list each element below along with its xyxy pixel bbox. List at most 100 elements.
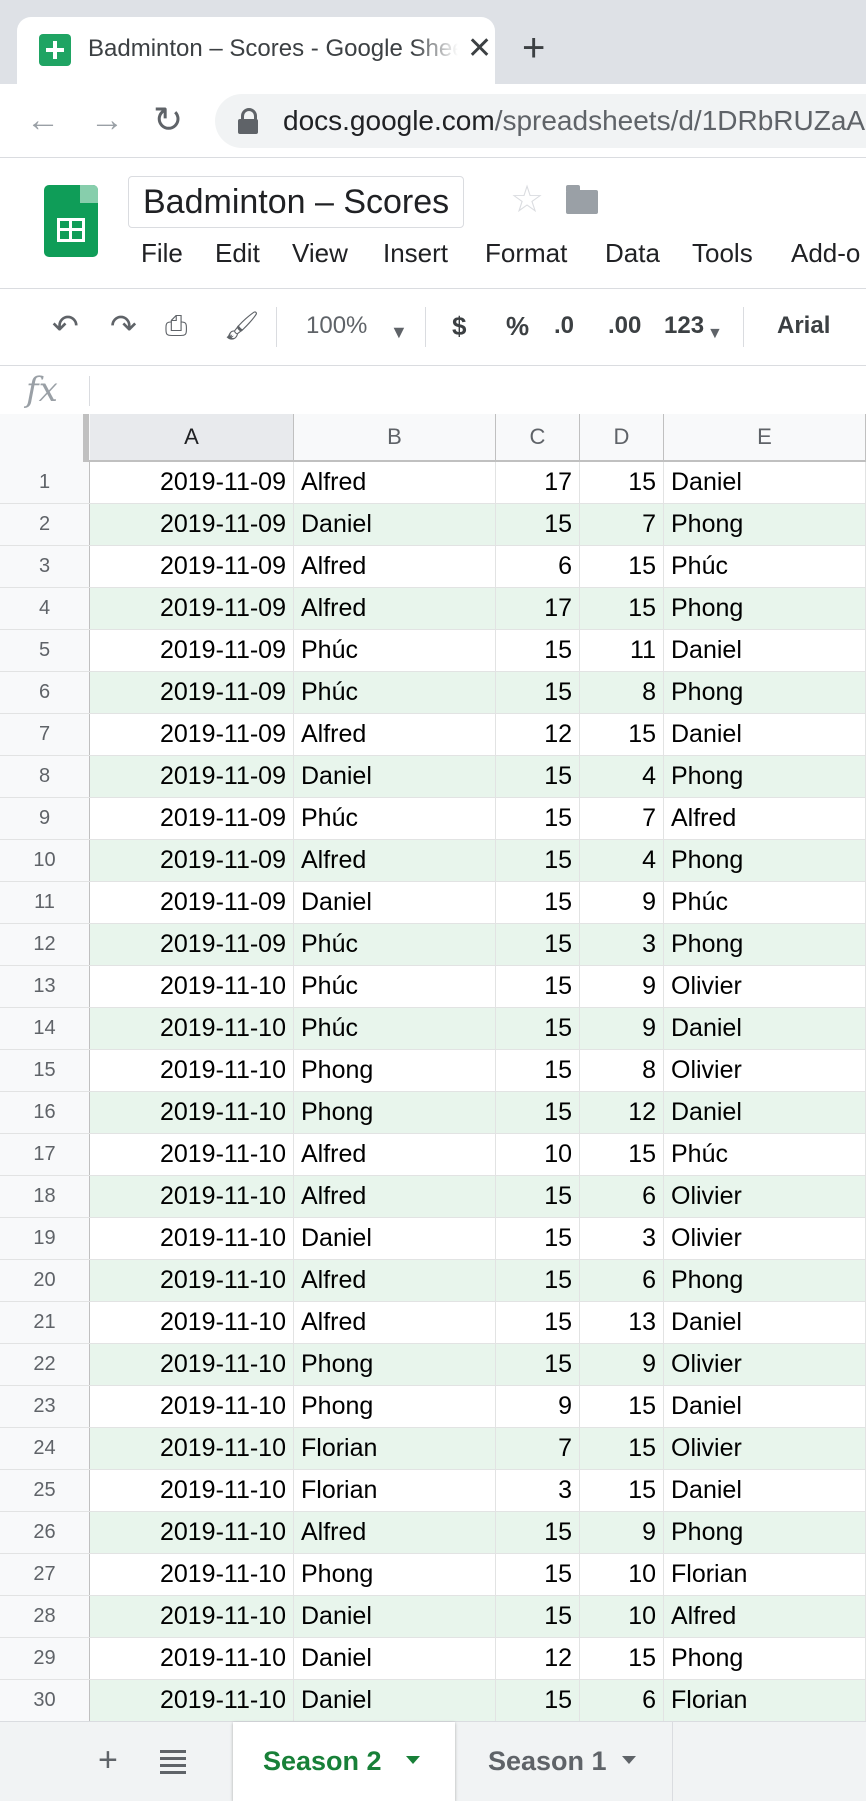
cell-score[interactable]: 15 — [580, 714, 664, 755]
cell-opponent[interactable]: Olivier — [664, 1176, 866, 1217]
cell-score[interactable]: 12 — [580, 1092, 664, 1133]
cell-player[interactable]: Daniel — [294, 882, 496, 923]
row-header[interactable]: 15 — [0, 1050, 90, 1091]
row-header[interactable]: 22 — [0, 1344, 90, 1385]
cell-player[interactable]: Daniel — [294, 1596, 496, 1637]
sheet-tab-season-2[interactable]: Season 2 — [233, 1722, 455, 1801]
cell-opponent[interactable]: Phong — [664, 1638, 866, 1679]
cell-player[interactable]: Phúc — [294, 1008, 496, 1049]
cell-player[interactable]: Alfred — [294, 462, 496, 503]
cell-date[interactable]: 2019-11-10 — [90, 1008, 294, 1049]
star-icon[interactable]: ☆ — [510, 179, 545, 221]
cell-opponent[interactable]: Phúc — [664, 546, 866, 587]
row-header[interactable]: 4 — [0, 588, 90, 629]
cell-date[interactable]: 2019-11-10 — [90, 1428, 294, 1469]
spreadsheet-grid[interactable]: A B C D E 1 2019-11-09 Alfred 17 15 Daniel 2 20… — [0, 414, 866, 1721]
cell-score[interactable]: 15 — [496, 504, 580, 545]
column-header-c[interactable]: C — [496, 414, 580, 460]
menu-addons[interactable]: Add-o — [791, 238, 861, 268]
cell-date[interactable]: 2019-11-09 — [90, 756, 294, 797]
cell-opponent[interactable]: Daniel — [664, 1092, 866, 1133]
row-header[interactable]: 28 — [0, 1596, 90, 1637]
font-select[interactable]: Arial — [777, 312, 831, 339]
row-header[interactable]: 30 — [0, 1680, 90, 1721]
currency-format-button[interactable]: $ — [452, 311, 467, 341]
new-tab-icon[interactable]: + — [522, 26, 546, 70]
cell-score[interactable]: 4 — [580, 756, 664, 797]
cell-score[interactable]: 9 — [496, 1386, 580, 1427]
cell-score[interactable]: 10 — [580, 1554, 664, 1595]
cell-player[interactable]: Phúc — [294, 672, 496, 713]
menu-format[interactable]: Format — [485, 238, 568, 268]
cell-score[interactable]: 9 — [580, 1512, 664, 1553]
cell-score[interactable]: 17 — [496, 588, 580, 629]
cell-date[interactable]: 2019-11-09 — [90, 882, 294, 923]
cell-opponent[interactable]: Phong — [664, 756, 866, 797]
cell-date[interactable]: 2019-11-09 — [90, 630, 294, 671]
menu-data[interactable]: Data — [605, 238, 660, 268]
cell-opponent[interactable]: Florian — [664, 1554, 866, 1595]
cell-score[interactable]: 6 — [580, 1260, 664, 1301]
row-header[interactable]: 10 — [0, 840, 90, 881]
cell-score[interactable]: 11 — [580, 630, 664, 671]
row-header[interactable]: 5 — [0, 630, 90, 671]
cell-score[interactable]: 3 — [580, 1218, 664, 1259]
cell-opponent[interactable]: Phong — [664, 672, 866, 713]
cell-score[interactable]: 15 — [496, 1092, 580, 1133]
cell-score[interactable]: 15 — [496, 1680, 580, 1721]
cell-score[interactable]: 15 — [496, 1554, 580, 1595]
cell-score[interactable]: 15 — [580, 462, 664, 503]
close-tab-icon[interactable]: ✕ — [467, 32, 493, 65]
cell-player[interactable]: Phong — [294, 1092, 496, 1133]
row-header[interactable]: 21 — [0, 1302, 90, 1343]
row-header[interactable]: 29 — [0, 1638, 90, 1679]
cell-player[interactable]: Florian — [294, 1470, 496, 1511]
cell-date[interactable]: 2019-11-09 — [90, 924, 294, 965]
cell-score[interactable]: 15 — [496, 1050, 580, 1091]
cell-score[interactable]: 9 — [580, 1344, 664, 1385]
row-header[interactable]: 9 — [0, 798, 90, 839]
zoom-select[interactable]: 100% — [306, 312, 368, 339]
cell-score[interactable]: 15 — [496, 1260, 580, 1301]
cell-score[interactable]: 15 — [496, 1512, 580, 1553]
row-header[interactable]: 18 — [0, 1176, 90, 1217]
cell-player[interactable]: Daniel — [294, 1680, 496, 1721]
cell-score[interactable]: 6 — [580, 1680, 664, 1721]
row-header[interactable]: 11 — [0, 882, 90, 923]
decrease-decimals-button[interactable]: .0 — [554, 312, 575, 339]
column-header-a[interactable]: A — [90, 414, 294, 460]
cell-opponent[interactable]: Phong — [664, 1512, 866, 1553]
cell-player[interactable]: Alfred — [294, 840, 496, 881]
cell-player[interactable]: Alfred — [294, 1134, 496, 1175]
row-header[interactable]: 26 — [0, 1512, 90, 1553]
row-header[interactable]: 25 — [0, 1470, 90, 1511]
cell-player[interactable]: Daniel — [294, 1218, 496, 1259]
cell-score[interactable]: 10 — [496, 1134, 580, 1175]
cell-opponent[interactable]: Olivier — [664, 1428, 866, 1469]
cell-player[interactable]: Alfred — [294, 1176, 496, 1217]
cell-score[interactable]: 12 — [496, 1638, 580, 1679]
cell-score[interactable]: 15 — [496, 798, 580, 839]
cell-score[interactable]: 15 — [580, 1428, 664, 1469]
cell-score[interactable]: 15 — [496, 924, 580, 965]
cell-date[interactable]: 2019-11-10 — [90, 1134, 294, 1175]
cell-score[interactable]: 15 — [580, 1386, 664, 1427]
column-header-d[interactable]: D — [580, 414, 664, 460]
sheet-tab-season-1[interactable]: Season 1 — [458, 1722, 673, 1801]
cell-score[interactable]: 8 — [580, 672, 664, 713]
row-header[interactable]: 3 — [0, 546, 90, 587]
menu-tools[interactable]: Tools — [692, 238, 753, 268]
cell-date[interactable]: 2019-11-09 — [90, 588, 294, 629]
back-icon[interactable]: ← — [26, 101, 60, 139]
cell-opponent[interactable]: Olivier — [664, 1344, 866, 1385]
cell-opponent[interactable]: Alfred — [664, 798, 866, 839]
cell-opponent[interactable]: Daniel — [664, 630, 866, 671]
cell-date[interactable]: 2019-11-10 — [90, 1302, 294, 1343]
cell-player[interactable]: Phong — [294, 1554, 496, 1595]
cell-player[interactable]: Alfred — [294, 714, 496, 755]
cell-opponent[interactable]: Alfred — [664, 1596, 866, 1637]
menu-edit[interactable]: Edit — [215, 238, 260, 268]
print-icon[interactable]: ⎙ — [165, 310, 188, 341]
cell-score[interactable]: 15 — [496, 840, 580, 881]
cell-opponent[interactable]: Florian — [664, 1680, 866, 1721]
